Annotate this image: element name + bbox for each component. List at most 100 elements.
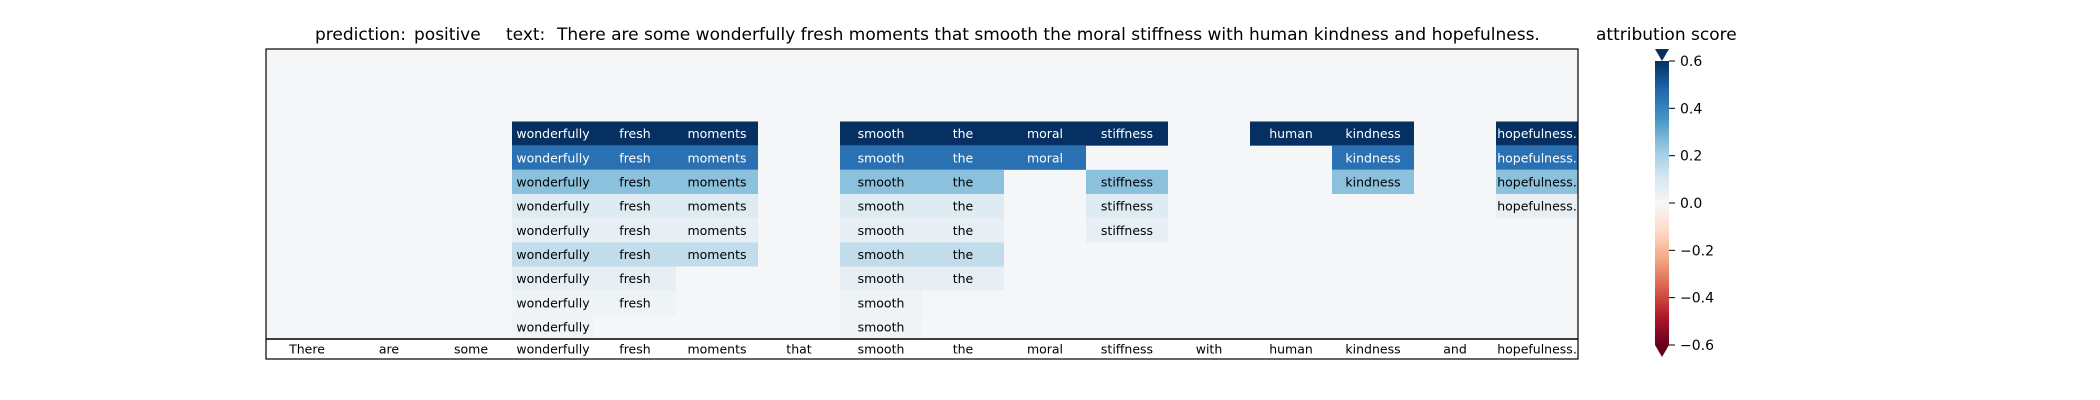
attribution-cell: [512, 121, 594, 146]
token-label: smooth: [858, 342, 905, 357]
cell-token-label: moments: [687, 126, 746, 141]
cell-token-label: smooth: [858, 223, 905, 238]
cell-token-label: fresh: [619, 247, 650, 262]
attribution-cell: [1086, 194, 1168, 219]
attribution-cells: wonderfully fresh moments smooth the moral sti…: [512, 121, 1578, 339]
cell-token-label: stiffness: [1101, 174, 1153, 189]
attribution-cell: [594, 121, 676, 146]
attribution-cell: [512, 290, 594, 315]
attribution-cell: [840, 218, 922, 243]
cell-token-label: fresh: [619, 174, 650, 189]
cell-token-label: kindness: [1345, 150, 1400, 165]
attribution-cell: [676, 121, 758, 146]
attribution-cell: [512, 145, 594, 170]
cell-token-label: smooth: [858, 271, 905, 286]
attribution-cell: [676, 169, 758, 194]
attribution-cell: [676, 218, 758, 243]
attribution-cell: [676, 194, 758, 219]
cell-token-label: smooth: [858, 295, 905, 310]
token-label: fresh: [619, 342, 650, 357]
cell-token-label: hopefulness.: [1497, 174, 1577, 189]
token-label: hopefulness.: [1497, 342, 1577, 357]
cell-token-label: fresh: [619, 150, 650, 165]
attribution-cell: [676, 145, 758, 170]
cell-token-label: hopefulness.: [1497, 150, 1577, 165]
attribution-cell: [922, 218, 1004, 243]
cell-token-label: moral: [1027, 150, 1063, 165]
cell-token-label: the: [953, 174, 974, 189]
attribution-cell: [1496, 194, 1578, 219]
cell-token-label: fresh: [619, 199, 650, 214]
attribution-cell: [594, 218, 676, 243]
attribution-cell: [840, 145, 922, 170]
colorbar-extend-top: [1655, 49, 1669, 61]
attribution-cell: [512, 218, 594, 243]
token-label: There: [288, 342, 325, 357]
attribution-cell: [840, 314, 922, 339]
cell-token-label: moments: [687, 150, 746, 165]
cell-token-label: hopefulness.: [1497, 126, 1577, 141]
cell-token-label: smooth: [858, 319, 905, 334]
cell-token-label: the: [953, 247, 974, 262]
attribution-cell: [1496, 121, 1578, 146]
colorbar-tick-label: −0.2: [1680, 243, 1714, 259]
attribution-cell: [594, 145, 676, 170]
colorbar-tick-label: 0.0: [1680, 196, 1702, 212]
token-label: kindness: [1345, 342, 1400, 357]
cell-token-label: kindness: [1345, 126, 1400, 141]
colorbar-tick-label: 0.6: [1680, 54, 1702, 70]
attribution-cell: [922, 121, 1004, 146]
cell-token-label: smooth: [858, 126, 905, 141]
attribution-cell: [922, 242, 1004, 267]
attribution-cell: [512, 314, 594, 339]
attribution-cell: [594, 242, 676, 267]
cell-token-label: fresh: [619, 126, 650, 141]
token-label: stiffness: [1101, 342, 1153, 357]
cell-token-label: fresh: [619, 223, 650, 238]
attribution-cell: [1086, 169, 1168, 194]
attribution-cell: [1332, 169, 1414, 194]
attribution-cell: [840, 242, 922, 267]
attribution-cell: [594, 290, 676, 315]
colorbar-extend-bottom: [1655, 345, 1669, 357]
cell-token-label: moments: [687, 247, 746, 262]
cell-token-label: kindness: [1345, 174, 1400, 189]
cell-token-label: the: [953, 271, 974, 286]
attribution-cell: [1332, 145, 1414, 170]
cell-token-label: wonderfully: [516, 174, 590, 189]
token-label: are: [379, 342, 400, 357]
cell-token-label: wonderfully: [516, 199, 590, 214]
cell-token-label: smooth: [858, 174, 905, 189]
token-label: some: [454, 342, 488, 357]
prediction-value: positive: [414, 25, 481, 45]
attribution-cell: [676, 242, 758, 267]
cell-token-label: moments: [687, 199, 746, 214]
attribution-cell: [1496, 145, 1578, 170]
cell-token-label: moments: [687, 174, 746, 189]
cell-token-label: moral: [1027, 126, 1063, 141]
plot-frame: [265, 48, 1579, 360]
cell-token-label: wonderfully: [516, 126, 590, 141]
token-label: with: [1196, 342, 1223, 357]
cell-token-label: smooth: [858, 247, 905, 262]
cell-token-label: human: [1269, 126, 1313, 141]
cell-token-label: wonderfully: [516, 223, 590, 238]
attribution-cell: [1086, 121, 1168, 146]
attribution-cell: [840, 121, 922, 146]
cell-token-label: fresh: [619, 295, 650, 310]
attribution-cell: [594, 194, 676, 219]
cell-token-label: smooth: [858, 150, 905, 165]
text-label: text:: [506, 25, 545, 45]
colorbar: [1655, 61, 1669, 345]
attribution-cell: [922, 194, 1004, 219]
cell-token-label: the: [953, 126, 974, 141]
cell-token-label: the: [953, 223, 974, 238]
token-label: that: [786, 342, 811, 357]
cell-token-label: hopefulness.: [1497, 199, 1577, 214]
attribution-cell: [1250, 121, 1332, 146]
token-label: the: [953, 342, 974, 357]
cell-token-label: wonderfully: [516, 271, 590, 286]
colorbar-tick-label: 0.4: [1680, 101, 1702, 117]
attribution-cell: [922, 145, 1004, 170]
